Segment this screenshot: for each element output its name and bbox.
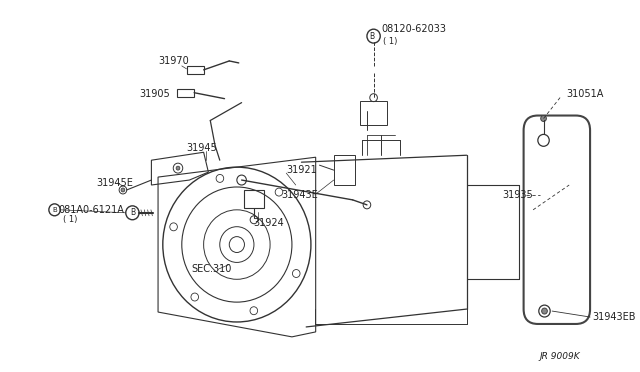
Circle shape — [121, 188, 125, 192]
Text: B: B — [369, 32, 374, 41]
Text: 081A0-6121A: 081A0-6121A — [58, 205, 124, 215]
Bar — [186, 66, 204, 74]
Text: ( 1): ( 1) — [383, 36, 397, 46]
Text: 31921: 31921 — [286, 165, 317, 175]
Text: SEC.310: SEC.310 — [191, 264, 232, 275]
Text: 31945: 31945 — [186, 143, 218, 153]
Text: B: B — [52, 207, 57, 213]
Text: 31051A: 31051A — [566, 89, 604, 99]
Bar — [243, 190, 264, 208]
Text: B: B — [130, 208, 135, 217]
Bar — [360, 101, 387, 125]
Bar — [177, 89, 194, 97]
Text: 31935: 31935 — [502, 190, 533, 200]
Text: 31905: 31905 — [139, 89, 170, 99]
Text: ( 1): ( 1) — [63, 215, 77, 224]
Text: 31945E: 31945E — [97, 178, 133, 188]
Bar — [333, 155, 355, 185]
Text: JR 9009K: JR 9009K — [540, 352, 580, 361]
Circle shape — [541, 308, 547, 314]
Text: 08120-62033: 08120-62033 — [381, 24, 446, 34]
Text: 31943EB: 31943EB — [592, 312, 636, 322]
Circle shape — [176, 166, 180, 170]
Circle shape — [541, 116, 547, 122]
Text: 31943E: 31943E — [282, 190, 318, 200]
Text: 31924: 31924 — [253, 218, 284, 228]
Text: 31970: 31970 — [158, 56, 189, 66]
